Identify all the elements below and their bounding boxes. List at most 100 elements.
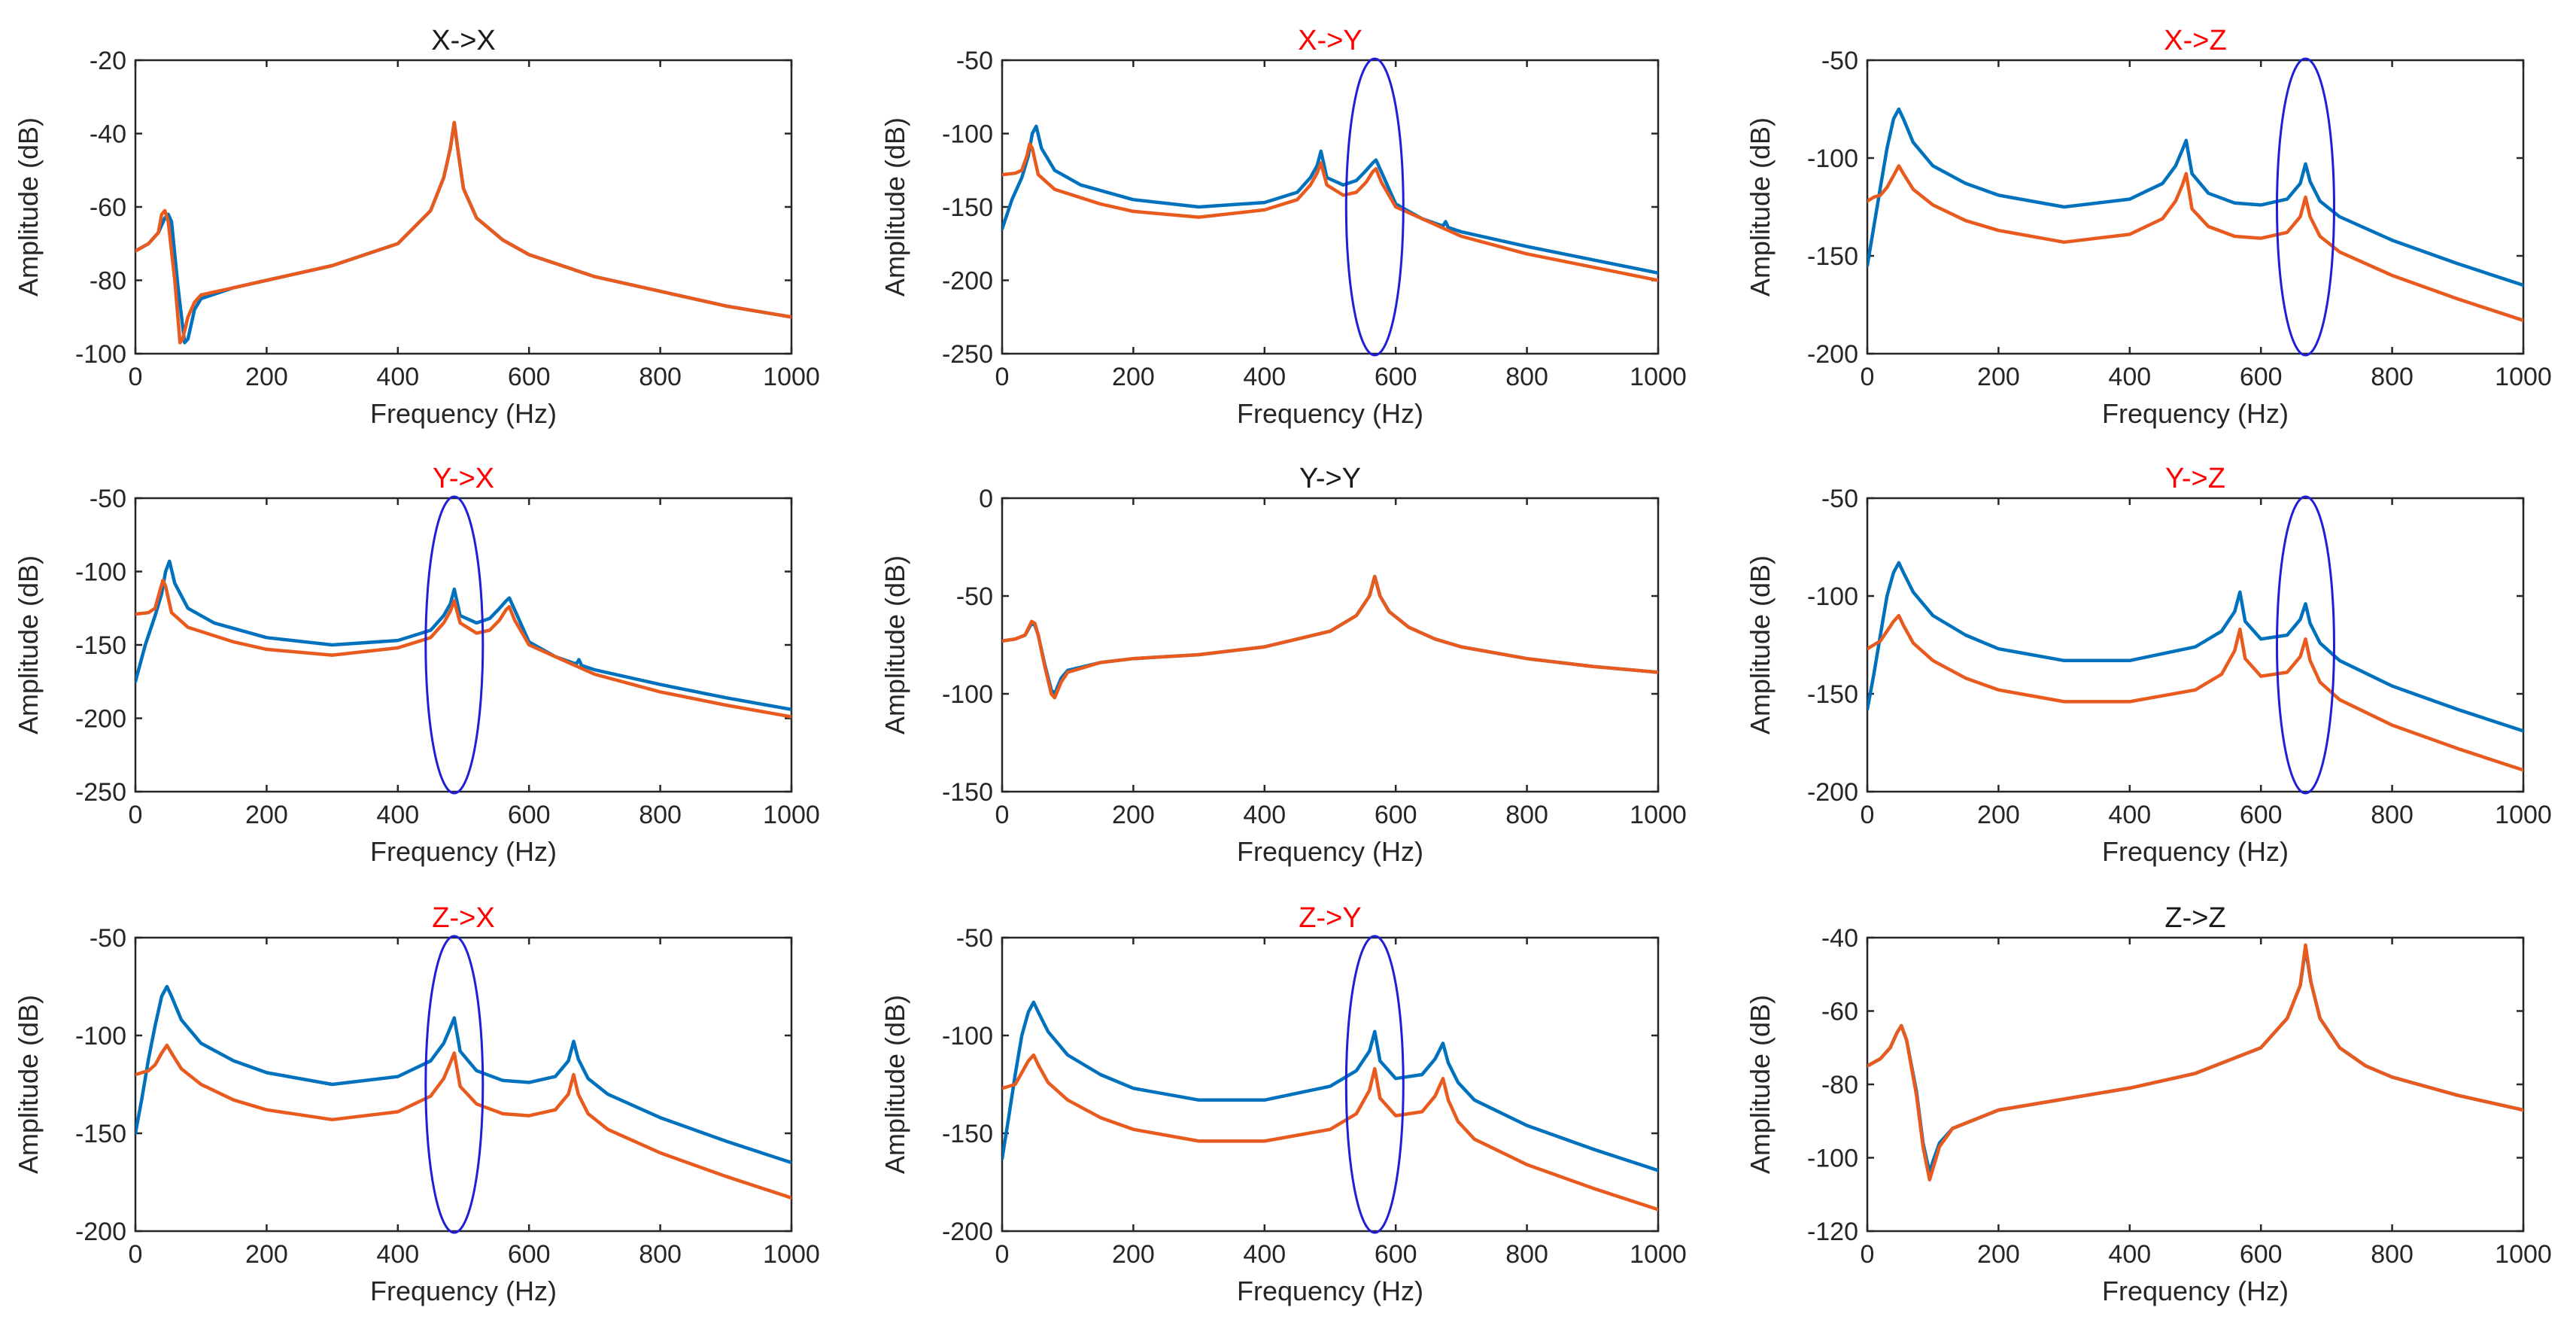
x-tick-label: 0 <box>129 363 143 391</box>
subplot-x-to-x: 0 200 400 600 800 1000 -100 -80 -60 -40 -20 X->X Fre… <box>13 25 820 429</box>
axes-box <box>1001 497 1660 793</box>
subplot-z-to-z: 0 200 400 600 800 1000 -120 -100 -80 -60 -40 Z->Z Fr… <box>1745 902 2552 1306</box>
subplot-title: Z->Y <box>1299 902 1361 934</box>
x-tick-label: 600 <box>508 363 551 391</box>
highlight-ellipse <box>2275 495 2335 795</box>
highlight-ellipse <box>1344 57 1405 357</box>
series-line-orange <box>1867 613 2523 772</box>
x-tick-label: 600 <box>2240 801 2283 829</box>
x-tick-label: 1000 <box>2495 801 2552 829</box>
y-axis-label: Amplitude (dB) <box>13 555 44 734</box>
x-tick-label: 600 <box>508 1240 551 1269</box>
x-axis-label: Frequency (Hz) <box>1237 398 1423 429</box>
axes-box <box>1866 59 2525 355</box>
x-tick-label: 0 <box>995 801 1010 829</box>
x-tick-label: 1000 <box>2495 1240 2552 1269</box>
axes-box <box>1001 59 1660 355</box>
y-tick-label: -50 <box>956 47 993 75</box>
x-axis-label: Frequency (Hz) <box>1237 1276 1423 1306</box>
y-tick-label: -80 <box>90 267 126 296</box>
y-tick-label: -50 <box>1821 47 1858 75</box>
x-tick-label: 1000 <box>1630 363 1687 391</box>
series-line-orange <box>1002 574 1658 700</box>
x-tick-label: 0 <box>1861 1240 1875 1269</box>
y-axis-label: Amplitude (dB) <box>879 555 910 734</box>
y-axis-label: Amplitude (dB) <box>879 995 910 1174</box>
subplot-title: X->X <box>431 25 496 56</box>
axes-box <box>134 497 793 793</box>
x-tick-label: 1000 <box>763 801 820 829</box>
y-tick-label: -150 <box>942 778 993 807</box>
y-tick-label: -40 <box>90 120 126 149</box>
x-tick-label: 200 <box>1112 801 1155 829</box>
y-tick-label: -150 <box>1807 242 1858 271</box>
x-axis-label: Frequency (Hz) <box>370 1276 557 1306</box>
subplot-y-to-z: 0 200 400 600 800 1000 -200 -150 -100 -50 Y->Z Freq… <box>1745 463 2552 867</box>
x-tick-label: 1000 <box>2495 363 2552 391</box>
y-tick-label: -50 <box>956 924 993 953</box>
y-tick-label: -50 <box>90 924 126 953</box>
x-tick-label: 800 <box>639 801 682 829</box>
x-tick-label: 0 <box>129 1240 143 1269</box>
x-tick-label: 600 <box>2240 363 2283 391</box>
y-axis-label: Amplitude (dB) <box>1745 555 1776 734</box>
x-tick-label: 800 <box>639 363 682 391</box>
x-tick-label: 400 <box>2108 1240 2151 1269</box>
subplot-title: Y->Y <box>1299 463 1361 494</box>
subplot-title: Z->X <box>432 902 494 934</box>
y-tick-label: -150 <box>75 631 126 660</box>
x-tick-label: 400 <box>2108 801 2151 829</box>
x-tick-label: 0 <box>1861 363 1875 391</box>
y-axis-label: Amplitude (dB) <box>13 117 44 296</box>
y-axis-label: Amplitude (dB) <box>13 995 44 1174</box>
x-tick-label: 400 <box>1243 801 1286 829</box>
y-tick-label: -200 <box>1807 340 1858 369</box>
x-tick-label: 400 <box>376 363 419 391</box>
x-tick-label: 0 <box>1861 801 1875 829</box>
x-tick-label: 400 <box>2108 363 2151 391</box>
x-tick-label: 800 <box>1505 1240 1548 1269</box>
subplot-y-to-y: 0 200 400 600 800 1000 -150 -100 -50 0 Y->Y Frequen… <box>879 463 1687 867</box>
x-tick-label: 600 <box>1375 363 1417 391</box>
x-tick-label: 0 <box>995 1240 1010 1269</box>
y-tick-label: -150 <box>942 1120 993 1148</box>
x-axis-label: Frequency (Hz) <box>1237 836 1423 867</box>
x-axis-label: Frequency (Hz) <box>370 836 557 867</box>
y-tick-label: -50 <box>90 485 126 513</box>
x-tick-label: 0 <box>129 801 143 829</box>
y-tick-label: -150 <box>1807 680 1858 709</box>
series-line-blue <box>1002 124 1658 275</box>
y-tick-label: -200 <box>1807 778 1858 807</box>
x-tick-label: 800 <box>1505 363 1548 391</box>
y-tick-label: -100 <box>942 120 993 149</box>
series-line-blue <box>1002 1000 1658 1172</box>
y-tick-label: -250 <box>75 778 126 807</box>
series-line-orange <box>135 120 791 345</box>
series-line-orange <box>135 1043 791 1200</box>
x-tick-label: 200 <box>245 1240 288 1269</box>
series-line-orange <box>1002 141 1658 282</box>
y-tick-label: -200 <box>942 267 993 296</box>
y-tick-label: -50 <box>956 582 993 611</box>
x-axis-label: Frequency (Hz) <box>2102 398 2289 429</box>
x-tick-label: 400 <box>1243 1240 1286 1269</box>
x-tick-label: 800 <box>1505 801 1548 829</box>
x-tick-label: 200 <box>245 801 288 829</box>
x-tick-label: 800 <box>2371 363 2413 391</box>
x-tick-label: 600 <box>1375 801 1417 829</box>
axes-box <box>134 59 793 355</box>
x-tick-label: 800 <box>639 1240 682 1269</box>
y-tick-label: 0 <box>979 485 993 513</box>
subplot-title: Z->Z <box>2164 902 2225 934</box>
x-tick-label: 600 <box>508 801 551 829</box>
x-axis-label: Frequency (Hz) <box>2102 836 2289 867</box>
series-line-blue <box>135 984 791 1165</box>
x-tick-label: 200 <box>1977 1240 2020 1269</box>
x-tick-label: 600 <box>2240 1240 2283 1269</box>
subplot-title: X->Z <box>2164 25 2226 56</box>
y-tick-label: -100 <box>1807 1145 1858 1173</box>
x-tick-label: 800 <box>2371 801 2413 829</box>
y-tick-label: -100 <box>75 340 126 369</box>
series-line-blue <box>135 559 791 712</box>
y-tick-label: -150 <box>942 193 993 222</box>
